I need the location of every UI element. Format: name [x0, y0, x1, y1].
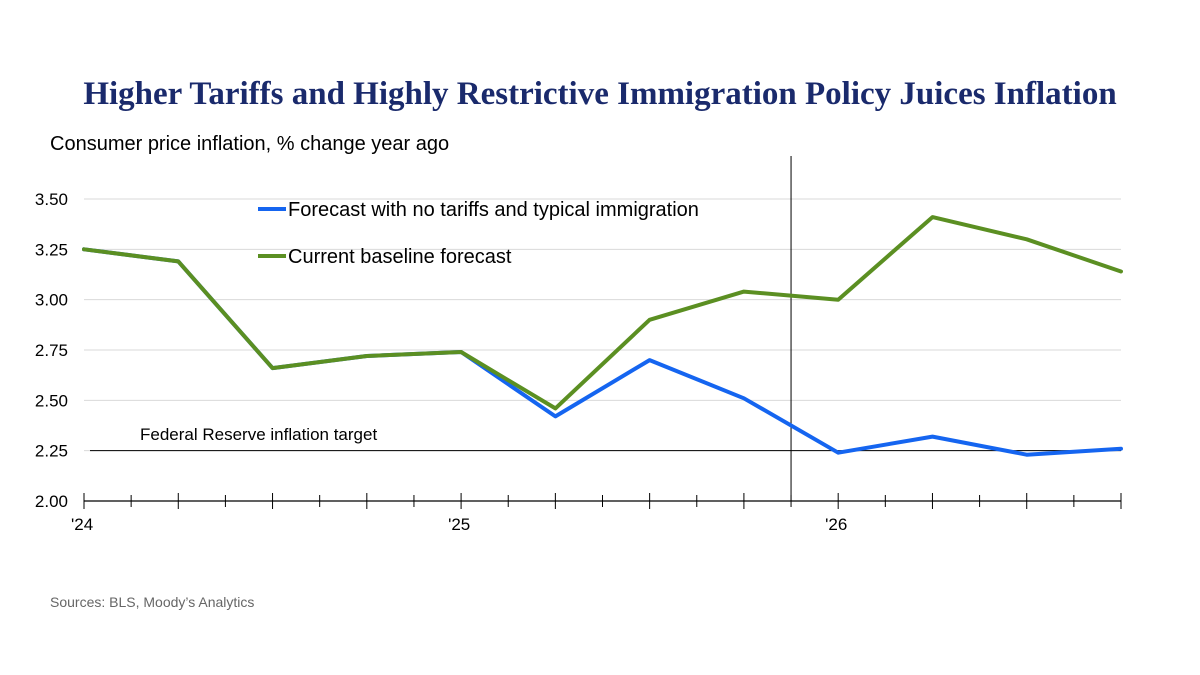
y-tick-label: 2.75: [35, 341, 68, 360]
chart-title: Higher Tariffs and Highly Restrictive Im…: [83, 76, 1117, 112]
legend: Forecast with no tariffs and typical imm…: [258, 199, 699, 268]
x-tick-label: '26: [825, 515, 847, 534]
x-axis: '24 '25 '26: [71, 493, 1122, 534]
y-tick-label: 2.50: [35, 391, 68, 410]
y-axis-label: Consumer price inflation, % change year …: [50, 133, 450, 155]
y-tick-label: 2.00: [35, 492, 68, 511]
series-lines: [82, 215, 1123, 457]
y-tick-labels: 2.00 2.25 2.50 2.75 3.00 3.25 3.50: [35, 190, 68, 511]
y-tick-label: 2.25: [35, 442, 68, 461]
x-tick-label: '24: [71, 515, 93, 534]
y-tick-label: 3.00: [35, 291, 68, 310]
source-note: Sources: BLS, Moody’s Analytics: [50, 594, 255, 610]
y-tick-label: 3.50: [35, 190, 68, 209]
legend-label-baseline: Current baseline forecast: [288, 246, 512, 268]
x-tick-label: '25: [448, 515, 470, 534]
legend-label-no-tariff: Forecast with no tariffs and typical imm…: [288, 199, 699, 221]
series-baseline-line: [82, 215, 1123, 411]
fed-target-label: Federal Reserve inflation target: [140, 425, 377, 444]
series-no-tariff-line: [82, 247, 1123, 457]
gridlines: [84, 198, 1121, 452]
y-tick-label: 3.25: [35, 240, 68, 259]
